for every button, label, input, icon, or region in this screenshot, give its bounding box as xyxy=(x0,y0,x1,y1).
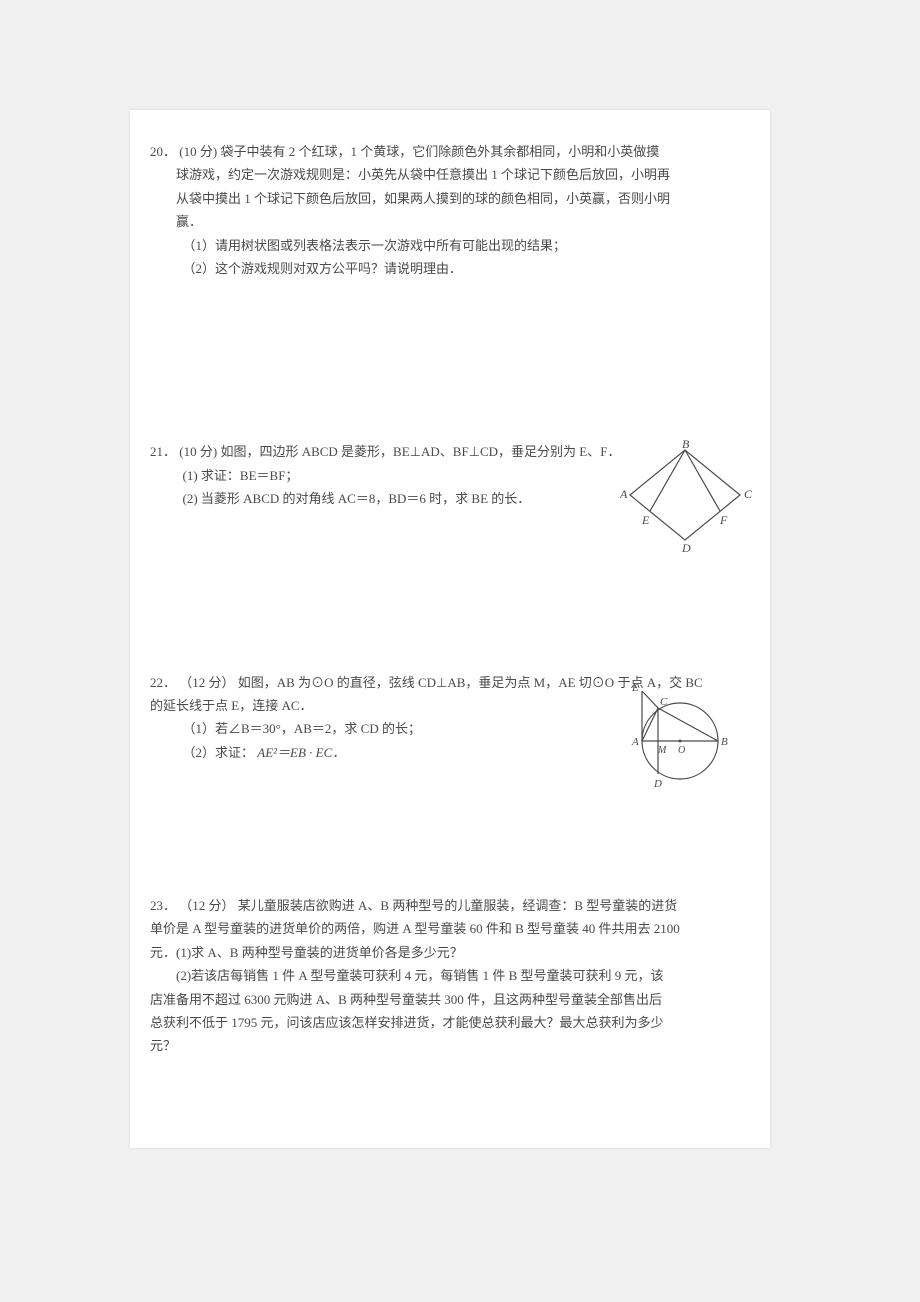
problem-points: (10 分) xyxy=(179,144,217,159)
sub2-prefix: （2）求证： xyxy=(183,745,255,760)
problem-text: 某儿童服装店欲购进 A、B 两种型号的儿童服装，经调查：B 型号童装的进货 xyxy=(238,898,677,913)
label-M: M xyxy=(657,745,667,756)
rhombus-diagram: A B C D E F xyxy=(620,440,760,565)
label-E: E xyxy=(631,682,639,694)
sub2-formula: AE²＝EB · EC． xyxy=(257,745,345,760)
point-O xyxy=(679,739,682,742)
line-BE xyxy=(650,450,685,511)
problem-20-line4: 赢． xyxy=(150,210,750,233)
problem-text: 袋子中装有 2 个红球，1 个黄球，它们除颜色外其余都相同，小明和小英做摸 xyxy=(220,144,659,159)
label-C: C xyxy=(660,696,668,708)
label-B: B xyxy=(682,440,690,451)
problem-20: 20． (10 分) 袋子中装有 2 个红球，1 个黄球，它们除颜色外其余都相同… xyxy=(150,140,750,380)
problem-21: 21． (10 分) 如图，四边形 ABCD 是菱形，BE⊥AD、BF⊥CD，垂… xyxy=(150,440,750,610)
problem-23: 23． （12 分） 某儿童服装店欲购进 A、B 两种型号的儿童服装，经调查：B… xyxy=(150,894,750,1058)
problem-23-header: 23． （12 分） 某儿童服装店欲购进 A、B 两种型号的儿童服装，经调查：B… xyxy=(150,894,750,917)
rhombus-svg: A B C D E F xyxy=(620,440,760,560)
problem-20-sub1: （1）请用树状图或列表格法表示一次游戏中所有可能出现的结果； xyxy=(183,234,751,257)
problem-points: （12 分） xyxy=(179,675,234,690)
label-B: B xyxy=(721,736,728,748)
line-CB xyxy=(658,708,718,741)
problem-23-line5: 店准备用不超过 6300 元购进 A、B 两种型号童装共 300 件，且这两种型… xyxy=(150,988,750,1011)
problem-text: 如图，四边形 ABCD 是菱形，BE⊥AD、BF⊥CD，垂足分别为 E、F． xyxy=(220,444,620,459)
problem-number: 20． xyxy=(150,144,176,159)
circle-diagram: A B C D E M O xyxy=(610,681,740,801)
problem-20-sub2: （2）这个游戏规则对双方公平吗？请说明理由． xyxy=(183,257,751,280)
problem-number: 21． xyxy=(150,444,176,459)
problem-points: （12 分） xyxy=(179,898,234,913)
line-BF xyxy=(685,450,720,511)
problem-23-line7: 元？ xyxy=(150,1034,750,1057)
problem-23-line4: (2)若该店每销售 1 件 A 型号童装可获利 4 元，每销售 1 件 B 型号… xyxy=(150,964,750,987)
problem-20-header: 20． (10 分) 袋子中装有 2 个红球，1 个黄球，它们除颜色外其余都相同… xyxy=(150,140,750,163)
circle-svg: A B C D E M O xyxy=(610,681,740,796)
label-A: A xyxy=(620,487,628,501)
problem-23-line6: 总获利不低于 1795 元，问该店应该怎样安排进货，才能使总获利最大？最大总获利… xyxy=(150,1011,750,1034)
line-EC xyxy=(642,691,658,708)
label-F: F xyxy=(719,513,728,527)
problem-20-line2: 球游戏，约定一次游戏规则是：小英先从袋中任意摸出 1 个球记下颜色后放回，小明再 xyxy=(150,163,750,186)
problem-number: 22． xyxy=(150,675,176,690)
label-A: A xyxy=(631,736,639,748)
label-C: C xyxy=(744,487,753,501)
exam-page: 20． (10 分) 袋子中装有 2 个红球，1 个黄球，它们除颜色外其余都相同… xyxy=(130,110,770,1148)
line-AC xyxy=(642,708,658,741)
problem-number: 23． xyxy=(150,898,176,913)
problem-22: 22． （12 分） 如图，AB 为⊙O 的直径，弦线 CD⊥AB，垂足为点 M… xyxy=(150,671,750,835)
label-E: E xyxy=(641,513,650,527)
label-O: O xyxy=(678,745,685,756)
problem-20-line3: 从袋中摸出 1 个球记下颜色后放回，如果两人摸到的球的颜色相同，小英赢，否则小明 xyxy=(150,187,750,210)
label-D: D xyxy=(681,541,691,555)
label-D: D xyxy=(653,778,662,790)
problem-points: (10 分) xyxy=(179,444,217,459)
problem-23-line2: 单价是 A 型号童装的进货单价的两倍，购进 A 型号童装 60 件和 B 型号童… xyxy=(150,917,750,940)
problem-23-line3: 元．(1)求 A、B 两种型号童装的进货单价各是多少元？ xyxy=(150,941,750,964)
